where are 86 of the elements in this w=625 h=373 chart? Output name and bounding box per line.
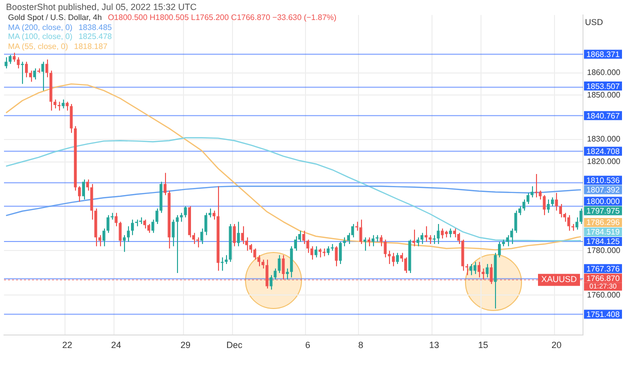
candlestick	[4, 56, 8, 69]
candlestick	[338, 241, 342, 265]
candlestick	[474, 261, 476, 275]
y-tick-label: 1860.000	[587, 68, 621, 78]
candlestick	[392, 252, 395, 267]
x-tick-label: 24	[111, 340, 122, 350]
text: 1766.870	[586, 274, 620, 283]
candlestick	[424, 226, 428, 242]
text: 1786.296	[586, 218, 620, 228]
candlestick	[20, 61, 24, 84]
candlestick	[266, 259, 268, 290]
text: MA (100, close, 0)	[8, 32, 72, 41]
text: MA (55, close, 0)	[8, 42, 68, 50]
candlestick	[412, 229, 416, 247]
y-tick-label: 1820.000	[587, 156, 621, 166]
ref-line-label: 1853.507	[586, 82, 620, 91]
candlestick	[534, 173, 538, 198]
ref-line-label: 1784.125	[586, 237, 620, 246]
x-tick-label: 13	[429, 340, 440, 350]
ref-line-label: 1824.708	[586, 146, 620, 156]
y-tick-label: 1830.000	[587, 134, 621, 144]
candlestick	[237, 221, 240, 247]
candlestick	[131, 219, 134, 236]
candlestick	[29, 70, 32, 82]
y-axis-title: USD	[585, 17, 603, 27]
candlestick	[241, 226, 244, 245]
text: MA (200, close, 0)	[8, 22, 72, 32]
candlestick	[286, 268, 289, 280]
x-tick-label: 22	[62, 340, 72, 350]
candlestick	[78, 186, 81, 202]
y-tick-label: 1780.000	[587, 246, 621, 255]
y-tick-label: 1760.000	[587, 290, 621, 300]
ref-line-label: 1810.536	[586, 176, 620, 185]
candlestick	[322, 248, 326, 257]
candlestick	[314, 246, 318, 258]
annotation: 1818.187	[74, 42, 108, 50]
candlestick	[469, 264, 472, 276]
candlestick	[372, 234, 374, 247]
candlestick	[506, 234, 509, 247]
candlestick	[555, 192, 558, 212]
candlestick	[82, 179, 85, 200]
text: 1784.519	[586, 228, 620, 237]
x-tick-label: 20	[551, 340, 562, 350]
candlestick	[363, 236, 366, 252]
candlestick	[294, 236, 297, 252]
candlestick	[290, 246, 293, 278]
candlestick	[396, 252, 399, 265]
x-tick-label: 29	[180, 340, 190, 350]
candlestick	[114, 212, 118, 227]
candlestick	[126, 226, 130, 242]
candlestick	[33, 68, 36, 80]
candlestick	[436, 224, 440, 245]
candlestick	[388, 250, 391, 265]
x-tick-label: Dec	[226, 340, 243, 350]
candlestick	[380, 234, 383, 247]
ref-line-label: 1840.767	[586, 111, 620, 120]
candlestick	[184, 206, 187, 218]
ref-line-label: 1767.376	[586, 264, 620, 274]
text: BoosterShot published, Jul 05, 2022 15:32 UTC	[6, 2, 197, 12]
ref-line-label: XAUUSD	[541, 274, 577, 284]
ref-line-label: 1751.408	[586, 310, 620, 319]
ref-line-label: 1800.000	[586, 196, 620, 206]
candlestick	[404, 256, 408, 274]
candlestick	[270, 274, 272, 290]
candlestick	[522, 199, 526, 212]
annotation: 1825.478	[78, 32, 112, 41]
candlestick	[559, 204, 562, 218]
y-tick-label: 1850.000	[587, 90, 621, 100]
candlestick	[220, 256, 224, 272]
ref-line-label: 1868.371	[586, 50, 620, 59]
candlestick	[546, 199, 550, 214]
text: 1807.392	[586, 185, 620, 194]
candlestick	[478, 261, 480, 278]
annotation: 1838.485	[78, 22, 112, 32]
candlestick	[498, 241, 501, 258]
chart-title: Gold Spot / U.S. Dollar, 4h	[8, 13, 102, 22]
candlestick	[440, 228, 444, 239]
chart-subtitle: O1800.500 H1800.505 L1765.200 C1766.870 −33.630 (−1.87%)	[108, 13, 336, 22]
x-tick-label: 8	[358, 340, 364, 350]
candlestick	[232, 224, 236, 247]
x-tick-label: 6	[305, 340, 310, 350]
candlestick	[253, 248, 256, 260]
x-tick-label: 15	[478, 340, 488, 350]
candlestick	[25, 61, 28, 78]
text: 1797.975	[586, 206, 620, 216]
candlestick	[420, 232, 424, 245]
